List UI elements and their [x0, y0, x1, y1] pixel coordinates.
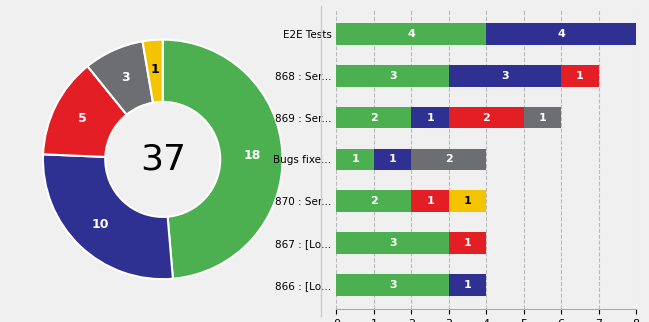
Bar: [336, 274, 449, 296]
Text: 4: 4: [408, 29, 415, 39]
Wedge shape: [143, 40, 163, 103]
Text: 3: 3: [121, 71, 130, 84]
Bar: [561, 65, 598, 87]
Text: 1: 1: [389, 154, 397, 165]
Text: 5: 5: [78, 112, 87, 126]
Text: 37: 37: [140, 142, 186, 176]
Bar: [411, 107, 449, 128]
Bar: [449, 190, 486, 212]
Wedge shape: [88, 41, 153, 115]
Bar: [336, 232, 449, 254]
Text: 18: 18: [244, 149, 261, 162]
Text: 2: 2: [370, 113, 378, 123]
Text: 3: 3: [389, 279, 397, 290]
Wedge shape: [163, 40, 282, 279]
Text: 4: 4: [557, 29, 565, 39]
Bar: [336, 190, 411, 212]
Bar: [449, 274, 486, 296]
Bar: [336, 65, 449, 87]
Text: 3: 3: [501, 71, 509, 81]
Bar: [411, 148, 486, 170]
Bar: [336, 23, 486, 45]
Bar: [449, 107, 524, 128]
Wedge shape: [43, 66, 127, 157]
Bar: [336, 107, 411, 128]
Bar: [449, 65, 561, 87]
Text: 1: 1: [426, 196, 434, 206]
Text: 1: 1: [463, 238, 471, 248]
Wedge shape: [43, 154, 173, 279]
Text: 2: 2: [445, 154, 453, 165]
Text: 2: 2: [482, 113, 490, 123]
Text: 1: 1: [539, 113, 546, 123]
Text: 1: 1: [576, 71, 583, 81]
Bar: [374, 148, 411, 170]
Text: 1: 1: [426, 113, 434, 123]
Bar: [524, 107, 561, 128]
Text: 2: 2: [370, 196, 378, 206]
Bar: [486, 23, 636, 45]
Bar: [336, 148, 374, 170]
Text: 1: 1: [463, 279, 471, 290]
Text: 1: 1: [463, 196, 471, 206]
Text: 10: 10: [92, 218, 109, 231]
Text: 1: 1: [151, 63, 160, 76]
Text: 1: 1: [351, 154, 359, 165]
Text: 3: 3: [389, 71, 397, 81]
Bar: [411, 190, 449, 212]
Bar: [449, 232, 486, 254]
Text: 3: 3: [389, 238, 397, 248]
